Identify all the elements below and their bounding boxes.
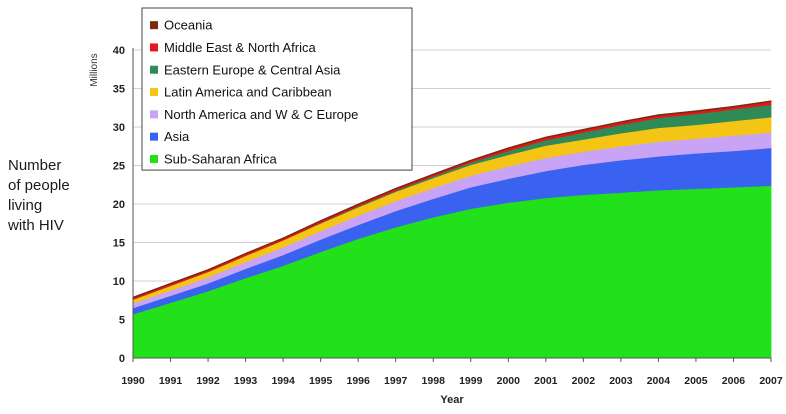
- legend-swatch: [150, 133, 158, 141]
- x-tick-label: 1993: [234, 375, 258, 387]
- y-tick-label: 0: [119, 353, 125, 365]
- x-tick-label: 2000: [497, 375, 521, 387]
- legend-label: Asia: [164, 129, 190, 144]
- y-tick-label: 10: [113, 276, 125, 288]
- legend-swatch: [150, 43, 158, 51]
- legend-label: Middle East & North Africa: [164, 40, 316, 55]
- side-label-line: Number: [8, 156, 118, 176]
- y-axis-label: Millions: [89, 53, 100, 86]
- x-tick-label: 2004: [647, 375, 671, 387]
- x-tick-label: 1991: [159, 375, 183, 387]
- legend-label: Eastern Europe & Central Asia: [164, 62, 341, 77]
- y-tick-label: 40: [113, 45, 125, 57]
- legend-label: Oceania: [164, 18, 213, 33]
- side-label-line: of people: [8, 176, 118, 196]
- x-tick-label: 1995: [309, 375, 333, 387]
- legend-swatch: [150, 110, 158, 118]
- x-tick-label: 1996: [346, 375, 370, 387]
- y-tick-label: 30: [113, 122, 125, 134]
- x-tick-label: 2002: [572, 375, 596, 387]
- y-tick-label: 5: [119, 315, 125, 327]
- x-tick-label: 2006: [722, 375, 746, 387]
- side-label-line: living: [8, 196, 118, 216]
- x-tick-label: 2003: [609, 375, 633, 387]
- side-label: Number of people living with HIV: [8, 156, 118, 236]
- x-tick-label: 1992: [196, 375, 220, 387]
- x-tick-label: 1990: [121, 375, 145, 387]
- x-tick-label: 1998: [422, 375, 446, 387]
- y-tick-label: 15: [113, 238, 125, 250]
- x-axis-label: Year: [440, 394, 464, 406]
- x-tick-label: 2001: [534, 375, 558, 387]
- legend-label: Sub-Saharan Africa: [164, 151, 278, 166]
- y-tick-label: 35: [113, 84, 125, 96]
- legend-swatch: [150, 66, 158, 74]
- legend-swatch: [150, 88, 158, 96]
- legend: Oceania Middle East & North Africa Eastern…: [142, 8, 412, 170]
- x-tick-label: 1994: [271, 375, 295, 387]
- side-label-line: with HIV: [8, 216, 118, 236]
- x-tick-label: 2007: [759, 375, 783, 387]
- legend-label: Latin America and Caribbean: [164, 85, 332, 100]
- x-tick-label: 1997: [384, 375, 408, 387]
- legend-label: North America and W & C Europe: [164, 107, 358, 122]
- legend-swatch: [150, 155, 158, 163]
- x-tick-label: 1999: [459, 375, 483, 387]
- legend-swatch: [150, 21, 158, 29]
- x-tick-label: 2005: [684, 375, 708, 387]
